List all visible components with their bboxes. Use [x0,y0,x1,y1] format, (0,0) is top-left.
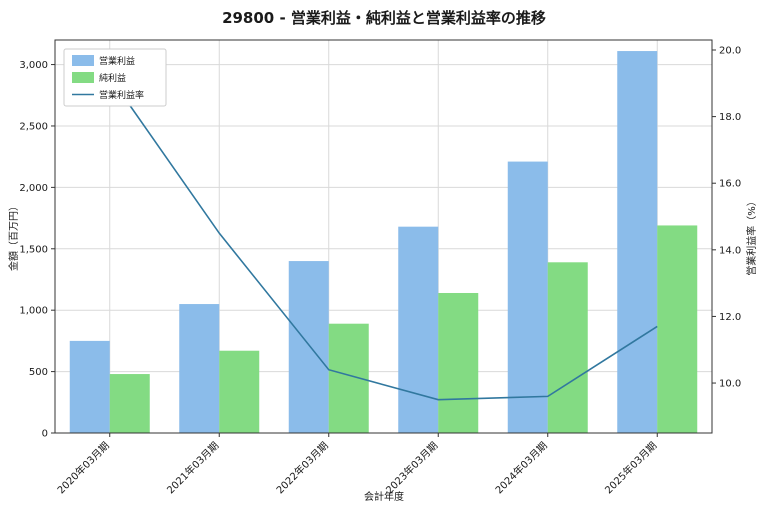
bar-営業利益 [398,226,439,433]
bar-営業利益 [288,261,329,433]
chart-title: 29800 - 営業利益・純利益と営業利益率の推移 [222,9,546,27]
y-tick-label-left: 2,000 [19,183,48,194]
y-tick-label-left: 2,500 [19,121,48,132]
legend-label: 営業利益率 [99,89,144,101]
y-tick-label-left: 0 [42,429,48,440]
line-営業利益率 [109,76,658,401]
y-tick-label-right: 20.0 [719,45,741,56]
y-tick-label-left: 1,500 [19,244,48,255]
y-tick-label-left: 3,000 [19,60,48,71]
line-layer [109,76,658,401]
bar-純利益 [438,292,479,433]
y-tick-label-left: 500 [29,367,48,378]
legend-swatch-営業利益 [72,55,94,66]
bar-純利益 [219,350,260,433]
y-axis-label-left: 金額（百万円） [7,201,20,271]
bar-純利益 [109,374,150,433]
x-tick-label: 2021年03月期 [164,439,221,496]
y-axis-label-right: 営業利益率（%） [745,196,758,276]
bar-純利益 [547,262,588,433]
x-tick-label: 2025年03月期 [602,439,659,496]
y-tick-label-left: 1,000 [19,306,48,317]
legend-label: 営業利益 [99,55,135,67]
bars-layer [69,51,698,433]
x-tick-label: 2024年03月期 [492,439,549,496]
x-tick-label: 2020年03月期 [54,439,111,496]
x-tick-label: 2022年03月期 [273,439,330,496]
y-tick-label-right: 18.0 [719,112,741,123]
bar-営業利益 [617,51,658,433]
bar-純利益 [657,225,698,433]
axes-layer [54,39,713,434]
x-axis-label: 会計年度 [364,490,404,503]
y-tick-label-right: 12.0 [719,312,741,323]
bar-営業利益 [69,340,110,433]
y-tick-label-right: 16.0 [719,179,741,190]
bar-営業利益 [179,304,220,433]
legend-label: 純利益 [99,72,126,84]
x-tick-label: 2023年03月期 [383,439,440,496]
plot-border [54,39,713,434]
bar-営業利益 [507,161,548,433]
y-tick-label-right: 10.0 [719,379,741,390]
y-tick-label-right: 14.0 [719,245,741,256]
legend-swatch-純利益 [72,72,94,83]
